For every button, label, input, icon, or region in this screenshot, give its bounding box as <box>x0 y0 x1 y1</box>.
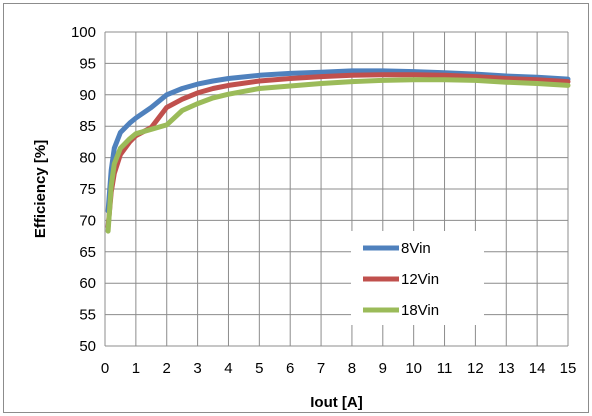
series-line-12vin <box>105 72 571 230</box>
y-axis-title: Efficiency [%] <box>32 140 49 238</box>
x-tick-label: 12 <box>467 360 484 377</box>
x-tick-label: 0 <box>101 360 109 377</box>
y-tick-label: 65 <box>79 244 96 261</box>
y-tick-label: 60 <box>79 275 96 292</box>
grid <box>104 31 569 347</box>
x-tick-label: 14 <box>529 360 546 377</box>
y-tick-label: 90 <box>79 87 96 104</box>
x-tick-label: 8 <box>348 360 356 377</box>
x-tick-label: 5 <box>255 360 263 377</box>
series-line-18vin <box>105 77 571 234</box>
y-tick-label: 95 <box>79 55 96 72</box>
x-tick-label: 2 <box>163 360 171 377</box>
legend: 8Vin 12Vin 18Vin <box>351 231 484 325</box>
x-tick-label: 15 <box>560 360 577 377</box>
x-axis-title: Iout [A] <box>310 394 362 411</box>
series-line-8vin <box>105 68 571 214</box>
y-tick-label: 100 <box>71 24 96 41</box>
series-lines <box>105 68 571 234</box>
y-tick-label: 50 <box>79 338 96 355</box>
x-tick-label: 10 <box>405 360 422 377</box>
legend-label: 12Vin <box>401 271 439 288</box>
x-tick-label: 7 <box>317 360 325 377</box>
x-tick-label: 9 <box>379 360 387 377</box>
x-tick-label: 1 <box>132 360 140 377</box>
y-tick-label: 70 <box>79 212 96 229</box>
y-tick-label: 80 <box>79 150 96 167</box>
y-tick-label: 55 <box>79 307 96 324</box>
x-tick-label: 4 <box>224 360 232 377</box>
tick-labels: 0 1 2 3 4 5 6 7 8 9 10 11 12 13 14 15505560657075808590… <box>71 24 576 377</box>
x-tick-label: 13 <box>498 360 515 377</box>
legend-label: 18Vin <box>401 302 439 319</box>
x-tick-label: 3 <box>193 360 201 377</box>
legend-label: 8Vin <box>401 240 431 257</box>
y-tick-label: 75 <box>79 181 96 198</box>
x-tick-label: 11 <box>437 360 453 377</box>
x-tick-label: 6 <box>286 360 294 377</box>
y-tick-label: 85 <box>79 118 96 135</box>
